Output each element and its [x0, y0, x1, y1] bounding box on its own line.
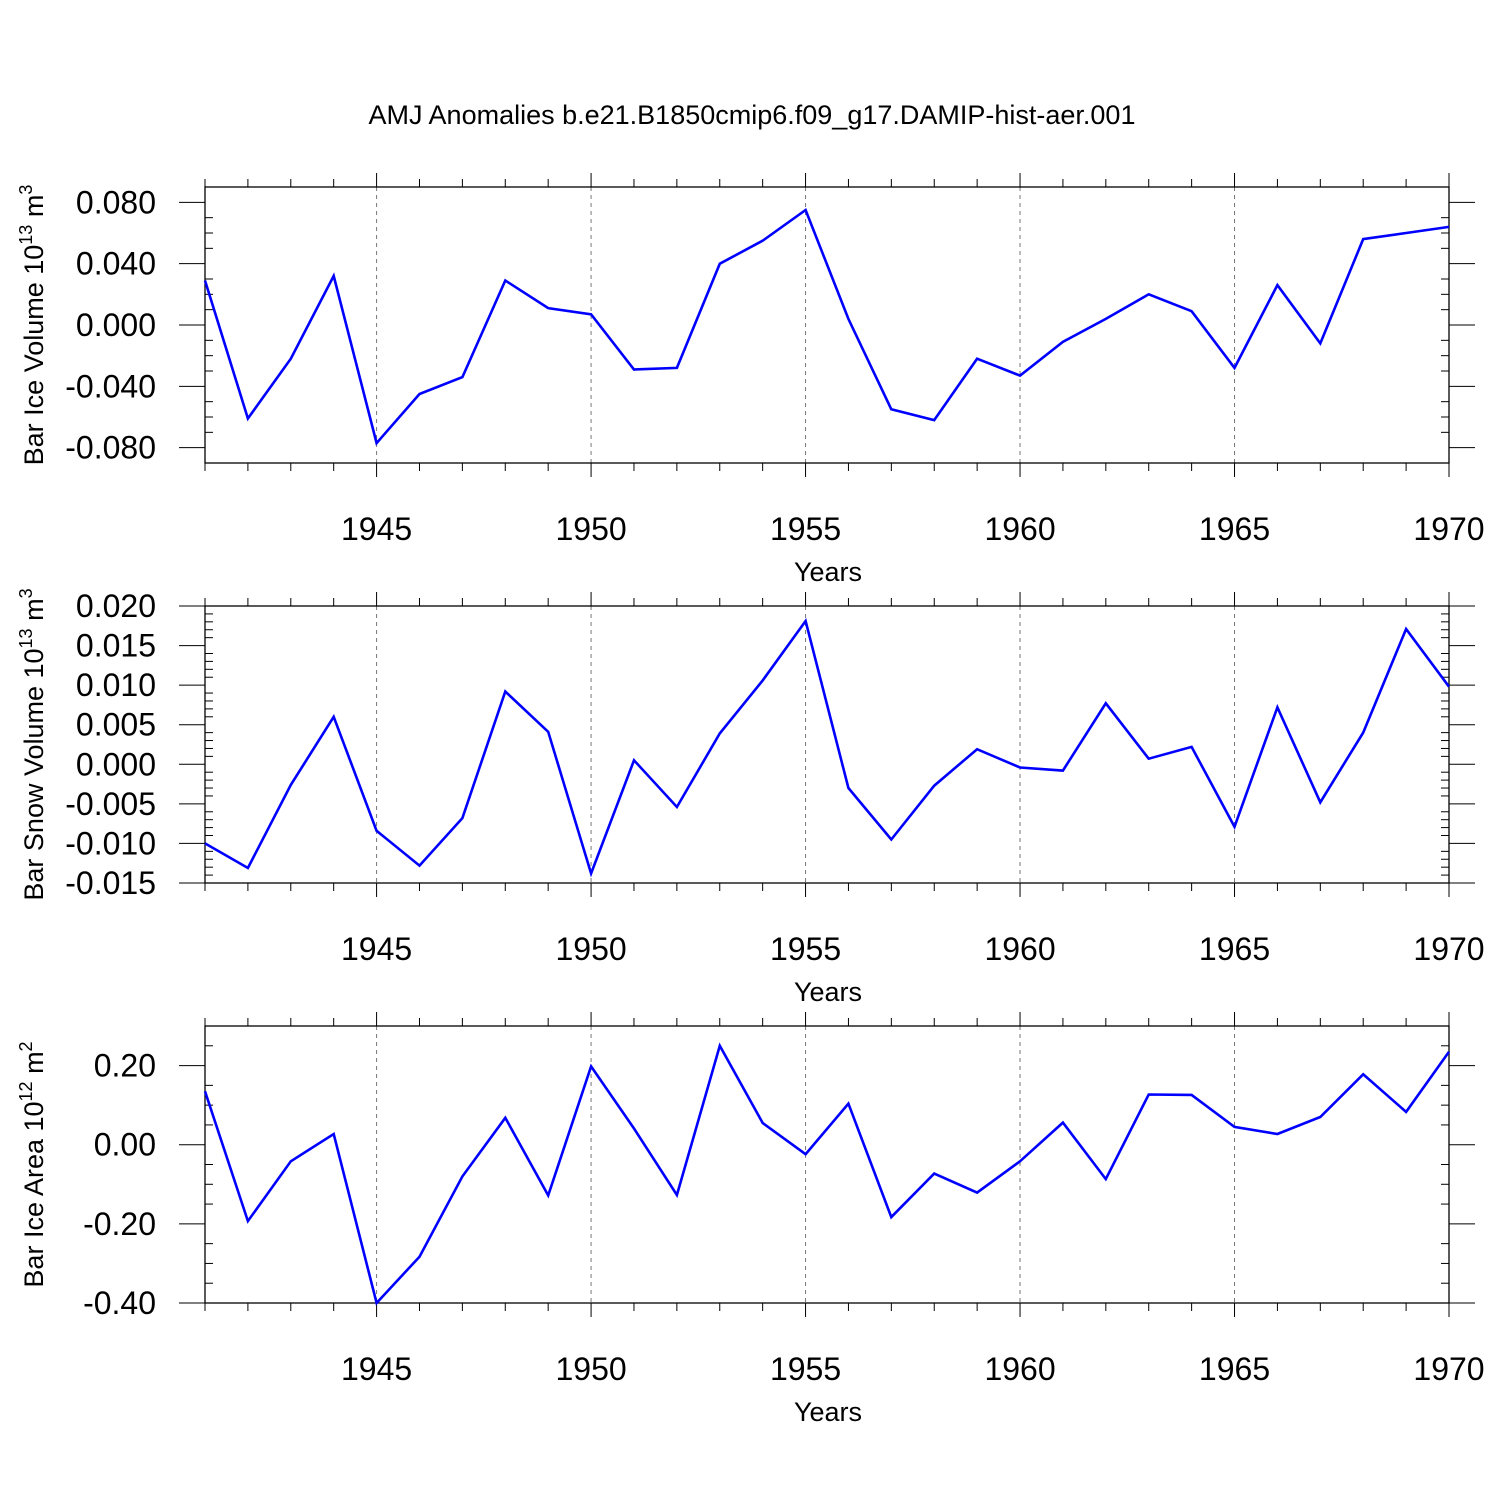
x-tick-label: 1945 [341, 1351, 412, 1387]
x-tick-label: 1970 [1413, 1351, 1484, 1387]
panel-ice-volume: 0.080 0.040 0.000 -0.040 -0.080 1945 1950 1955 1… [16, 173, 1485, 587]
y-axis-label-part: Bar Ice Area 10 [19, 1101, 49, 1287]
y-axis-label-superscript: 12 [16, 1081, 36, 1101]
y-tick-label: 0.020 [76, 588, 156, 624]
y-axis-label-part: Bar Ice Volume 10 [19, 245, 49, 466]
x-tick-label: 1955 [770, 511, 841, 547]
plot-frame [204, 1025, 1450, 1304]
y-axis-label-superscript: 3 [16, 185, 36, 195]
series-line [203, 207, 1450, 446]
y-tick-label: -0.40 [83, 1285, 156, 1321]
y-tick-label: 0.00 [94, 1127, 156, 1163]
y-tick-label: -0.040 [65, 368, 156, 404]
y-tick-label: -0.010 [65, 825, 156, 861]
x-tick-label: 1960 [984, 511, 1055, 547]
y-tick-label: -0.015 [65, 865, 156, 901]
y-axis-label-superscript: 2 [16, 1041, 36, 1051]
x-tick-label: 1960 [984, 1351, 1055, 1387]
y-tick-label: 0.000 [76, 307, 156, 343]
y-tick-label: 0.040 [76, 246, 156, 282]
x-tick-label: 1970 [1413, 931, 1484, 967]
plot-frame [204, 605, 1450, 884]
y-axis-label: Bar Snow Volume 1013 m3 [16, 588, 49, 900]
figure-title: AMJ Anomalies b.e21.B1850cmip6.f09_g17.D… [369, 100, 1136, 130]
x-axis-label: Years [794, 1397, 862, 1427]
y-axis-label-superscript: 13 [16, 225, 36, 245]
x-tick-label: 1945 [341, 931, 412, 967]
x-tick-label: 1965 [1199, 931, 1270, 967]
y-axis-label-part: Bar Snow Volume 10 [19, 648, 49, 900]
x-tick-label: 1950 [555, 931, 626, 967]
y-tick-label: -0.20 [83, 1206, 156, 1242]
y-axis-label-superscript: 3 [16, 588, 36, 598]
y-tick-label: 0.015 [76, 628, 156, 664]
y-axis-label: Bar Ice Area 1012 m2 [16, 1041, 49, 1287]
x-tick-label: 1965 [1199, 511, 1270, 547]
panel-ice-area: 0.20 0.00 -0.20 -0.40 1945 1950 1955 1960 1965 19… [16, 1012, 1485, 1427]
y-tick-label: 0.080 [76, 184, 156, 220]
y-tick-label: -0.005 [65, 786, 156, 822]
y-tick-label: 0.000 [76, 746, 156, 782]
x-tick-label: 1970 [1413, 511, 1484, 547]
plot-frame [204, 186, 1450, 464]
y-tick-label: -0.080 [65, 430, 156, 466]
x-tick-label: 1955 [770, 1351, 841, 1387]
x-tick-label: 1945 [341, 511, 412, 547]
y-axis-label-part: m [19, 598, 49, 628]
x-tick-label: 1960 [984, 931, 1055, 967]
y-tick-label: 0.20 [94, 1048, 156, 1084]
x-tick-label: 1955 [770, 931, 841, 967]
x-tick-label: 1950 [555, 511, 626, 547]
series-line [204, 617, 1451, 878]
y-axis-label-part: m [19, 1051, 49, 1081]
y-axis-label-superscript: 13 [16, 628, 36, 648]
x-tick-label: 1950 [555, 1351, 626, 1387]
y-axis-label-part: m [19, 195, 49, 225]
series-line [203, 1042, 1451, 1306]
x-axis-label: Years [794, 557, 862, 587]
y-tick-label: 0.005 [76, 707, 156, 743]
x-axis-label: Years [794, 977, 862, 1007]
x-tick-label: 1965 [1199, 1351, 1270, 1387]
y-tick-label: 0.010 [76, 667, 156, 703]
y-axis-label: Bar Ice Volume 1013 m3 [16, 185, 49, 466]
